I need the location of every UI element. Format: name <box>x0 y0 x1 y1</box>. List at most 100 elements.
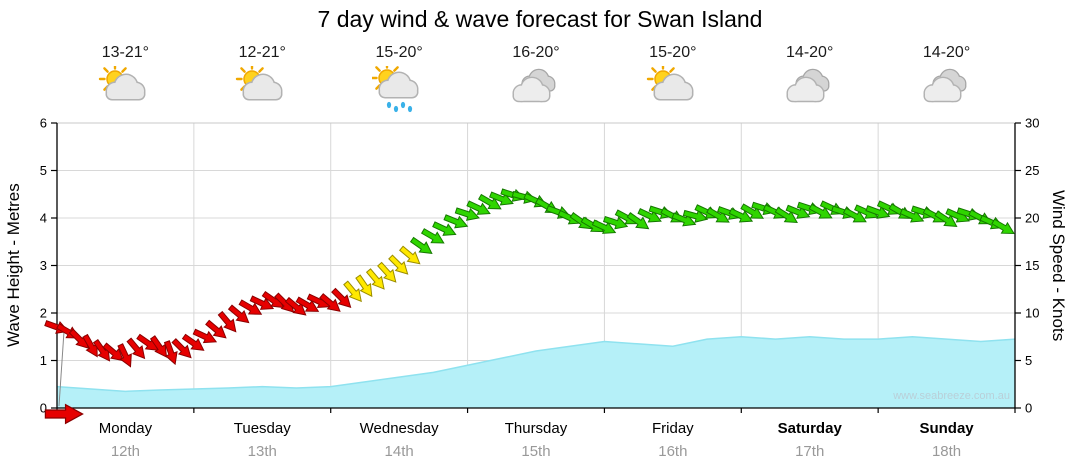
right-axis-tick-label: 10 <box>1025 306 1039 321</box>
wave-axis-label: Wave Height - Metres <box>4 183 23 348</box>
day-name: Friday <box>652 420 694 437</box>
right-axis-tick-label: 5 <box>1025 353 1032 368</box>
wind-arrow <box>899 208 925 223</box>
wind-arrow <box>842 207 867 223</box>
wind-arrow <box>706 207 730 223</box>
wind-arrow <box>238 299 263 315</box>
wind-arrow <box>454 207 480 221</box>
wind-arrow <box>466 200 491 215</box>
wind-arrow <box>295 296 320 312</box>
wind-arrow <box>365 268 385 290</box>
wind-arrow <box>355 274 373 298</box>
day-temperature: 13-21° <box>101 44 150 61</box>
day-date: 13th <box>247 443 277 460</box>
wind-arrow <box>478 193 502 210</box>
day-name: Thursday <box>504 420 568 437</box>
wind-arrow <box>192 328 218 344</box>
day-temperature: 14-20° <box>922 44 971 61</box>
right-axis-tick-label: 0 <box>1025 401 1032 416</box>
sun-cloud-rain-icon <box>372 66 419 113</box>
wind-arrow <box>68 328 90 349</box>
wind-arrow <box>249 295 275 310</box>
day-date: 17th <box>795 443 825 460</box>
left-axis-tick-label: 5 <box>40 163 47 178</box>
left-axis-tick-label: 4 <box>40 211 47 226</box>
wave-area-edge <box>56 335 1016 393</box>
wind-arrow <box>865 205 891 219</box>
right-axis-tick-label: 15 <box>1025 258 1039 273</box>
wind-arrow <box>181 333 205 351</box>
right-axis-tick-label: 30 <box>1025 116 1039 131</box>
wind-arrow <box>728 208 754 223</box>
day-name: Saturday <box>777 420 842 437</box>
day-name: Sunday <box>919 420 974 437</box>
wind-arrow <box>409 236 433 254</box>
wind-arrow <box>591 219 617 234</box>
wind-arrow <box>774 206 798 224</box>
wind-arrow <box>343 280 362 303</box>
left-axis-tick-label: 2 <box>40 306 47 321</box>
cloudy-icon <box>786 68 830 103</box>
cloudy-icon <box>512 68 556 103</box>
wind-arrow <box>284 296 307 316</box>
wind-arrow <box>398 245 421 265</box>
day-date: 12th <box>110 443 141 460</box>
day-temperature: 16-20° <box>512 44 560 61</box>
wind-arrow <box>331 287 352 308</box>
day-temperature: 12-21° <box>238 44 286 61</box>
wind-arrow <box>102 342 125 362</box>
wind-arrow <box>227 304 250 324</box>
wind-arrow <box>420 228 445 244</box>
day-temperature: 15-20° <box>649 44 697 61</box>
day-date: 14th <box>384 443 414 460</box>
right-axis-tick-label: 25 <box>1025 163 1039 178</box>
wind-axis-label: Wind Speed - Knots <box>1049 189 1068 342</box>
wind-arrow <box>443 214 469 229</box>
day-date: 15th <box>521 443 551 460</box>
now-connector-line <box>58 331 65 407</box>
day-name: Monday <box>98 420 153 437</box>
right-axis-tick-label: 20 <box>1025 211 1039 226</box>
wind-arrow <box>785 204 811 219</box>
wind-arrow <box>205 319 227 339</box>
left-axis-tick-label: 6 <box>40 116 47 131</box>
day-name: Wednesday <box>359 420 439 437</box>
watermark: www.seabreeze.com.au <box>893 390 1010 402</box>
wind-arrow <box>682 209 709 223</box>
sun-cloud-icon <box>646 66 694 101</box>
left-axis-tick-label: 1 <box>40 353 47 368</box>
wind-arrow <box>489 191 514 206</box>
day-date: 18th <box>931 443 962 460</box>
day-temperature: 15-20° <box>375 44 423 61</box>
wind-arrow <box>432 221 457 236</box>
wind-arrow <box>319 293 341 312</box>
wind-arrow <box>388 254 409 275</box>
wind-arrow <box>934 210 958 228</box>
cloudy-icon <box>923 68 966 103</box>
wind-arrow <box>149 335 168 358</box>
wave-area <box>57 336 1015 408</box>
wind-arrow <box>82 333 98 358</box>
wind-arrow <box>171 338 192 359</box>
wind-arrow <box>991 218 1015 235</box>
sun-cloud-icon <box>99 66 146 101</box>
left-axis-tick-label: 0 <box>40 401 47 416</box>
current-wind-arrow <box>44 403 84 425</box>
wind-arrow <box>602 215 629 230</box>
wind-arrow <box>217 310 237 333</box>
wind-arrow <box>117 343 132 368</box>
day-date: 16th <box>658 443 688 460</box>
chart-title: 7 day wind & wave forecast for Swan Isla… <box>317 6 763 32</box>
wind-arrow <box>136 333 159 351</box>
left-axis-tick-label: 3 <box>40 258 47 273</box>
wind-arrow <box>377 261 397 283</box>
wind-arrow <box>671 212 697 227</box>
wind-arrow <box>637 208 662 223</box>
wind-arrow <box>163 340 178 366</box>
wind-arrow <box>808 203 833 219</box>
wind-arrow <box>626 212 650 230</box>
wind-arrow <box>740 203 764 219</box>
wind-arrow <box>126 337 146 360</box>
